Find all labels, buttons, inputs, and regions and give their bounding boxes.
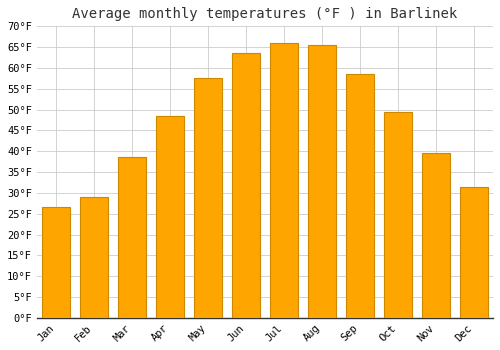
Bar (422, 153, 450, 318)
Bar (156, 116, 184, 318)
Title: Average monthly temperatures (°F ) in Barlinek: Average monthly temperatures (°F ) in Ba… (72, 7, 458, 21)
Bar (384, 112, 412, 318)
Bar (308, 45, 336, 318)
Bar (80, 197, 108, 318)
Bar (42, 208, 70, 318)
Bar (460, 187, 488, 318)
Bar (118, 158, 146, 318)
Bar (194, 78, 222, 318)
Bar (270, 43, 298, 318)
Bar (346, 74, 374, 318)
Bar (232, 53, 260, 318)
